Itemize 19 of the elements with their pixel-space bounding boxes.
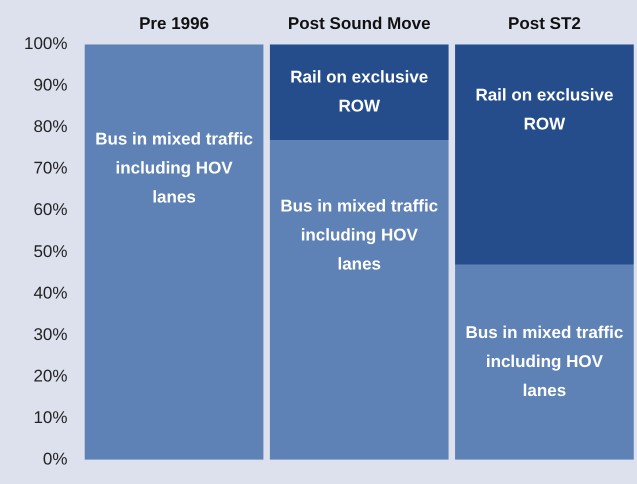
x-tick-label: Pre 1996: [139, 14, 210, 33]
y-tick-label: 60%: [33, 200, 68, 220]
y-tick-label: 20%: [33, 366, 68, 386]
y-tick-label: 100%: [24, 34, 68, 54]
y-tick-label: 0%: [42, 449, 68, 468]
y-tick-label: 90%: [33, 76, 68, 95]
text: Bus in mixed traffic including HOV lanes: [95, 130, 253, 207]
y-tick-label: 40%: [33, 283, 68, 302]
series-label: Rail on exclusive ROW: [290, 67, 428, 116]
y-tick-label: 70%: [33, 158, 68, 178]
series-label: Bus in mixed traffic including HOV lanes: [280, 196, 438, 274]
x-tick-label: Post ST2: [508, 14, 581, 33]
y-tick-label: 50%: [33, 242, 68, 261]
text: Rail on exclusive ROW: [475, 86, 614, 134]
y-tick-label: 10%: [33, 408, 68, 427]
text: Bus in mixed traffic including HOV lanes: [466, 322, 624, 400]
x-tick-label: Post Sound Move: [288, 14, 431, 33]
y-tick-label: 80%: [33, 117, 68, 136]
y-tick-label: 30%: [33, 324, 68, 344]
